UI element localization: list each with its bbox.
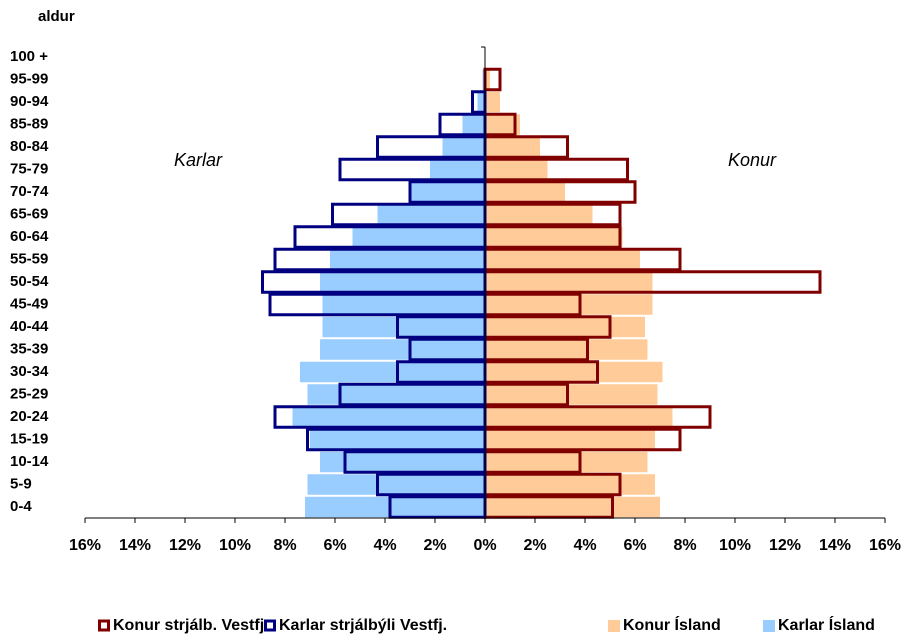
bar [485,294,653,315]
bar [485,204,593,225]
y-tick-label: 55-59 [10,250,48,267]
bar [320,339,485,360]
bar [462,114,485,135]
bar [320,451,485,473]
bar [330,249,485,270]
legend-label: Karlar Ísland [778,615,875,634]
bar [485,91,500,113]
y-tick-label: 15-19 [10,430,48,447]
bar [485,181,565,203]
x-tick-label: 2% [523,537,546,554]
bar [352,226,485,248]
x-tick-label: 0% [473,537,496,554]
bar [305,496,485,518]
bar [430,159,485,180]
x-tick-label: 8% [273,537,296,554]
y-tick-label: 45-49 [10,295,48,312]
bar [485,316,645,338]
y-tick-label: 100 + [10,48,48,65]
annotation: Konur [728,150,777,170]
bar [477,91,485,113]
bar [485,136,540,158]
bar [485,474,655,495]
legend-swatch [608,620,620,632]
y-tick-label: 35-39 [10,340,48,357]
y-tick-label: 0-4 [10,498,32,515]
x-tick-label: 14% [119,537,151,554]
bar [442,136,485,158]
legend-label: Konur Ísland [623,615,721,634]
bar [485,361,663,383]
y-tick-label: 20-24 [10,408,49,425]
x-tick-label: 8% [673,537,696,554]
bar [485,226,623,248]
bar [320,271,485,293]
x-tick-label: 6% [623,537,646,554]
bar [485,496,660,518]
x-tick-label: 2% [423,537,446,554]
y-tick-label: 95-99 [10,70,48,87]
y-tick-label: 30-34 [10,363,49,380]
bar [485,69,490,90]
legend-swatch [98,619,110,632]
bar [485,339,648,360]
bar [307,384,485,405]
bar [377,204,485,225]
y-tick-label: 90-94 [10,93,49,110]
bar [485,249,640,270]
x-tick-label: 14% [819,537,851,554]
bar [307,474,485,495]
x-tick-label: 16% [69,537,101,554]
x-tick-label: 16% [869,537,901,554]
bar [292,406,485,428]
y-tick-label: 65-69 [10,205,48,222]
bar [485,159,548,180]
bar [485,406,673,428]
legend-label: Konur strjálb. Vestfj. [113,617,269,634]
x-tick-label: 12% [769,537,801,554]
legend-swatch [264,619,276,632]
y-tick-label: 60-64 [10,228,49,245]
x-tick-label: 10% [219,537,251,554]
bar [485,114,520,135]
annotation: Karlar [174,150,223,170]
legend-swatch [763,620,775,632]
legend-label: Karlar strjálbýli Vestfj. [279,617,447,634]
x-tick-label: 10% [719,537,751,554]
x-tick-label: 4% [373,537,396,554]
y-tick-label: 85-89 [10,115,48,132]
bar [485,451,648,473]
y-tick-label: 25-29 [10,385,48,402]
bar [485,429,655,450]
axis-label: aldur [38,8,75,25]
bar [410,181,485,203]
y-tick-label: 5-9 [10,475,32,492]
bar [322,316,485,338]
bar [485,384,658,405]
bar [322,294,485,315]
y-tick-label: 40-44 [10,318,49,335]
y-tick-label: 70-74 [10,183,49,200]
x-tick-label: 6% [323,537,346,554]
y-tick-label: 10-14 [10,453,49,470]
bar [485,271,653,293]
y-tick-label: 80-84 [10,138,49,155]
bar [310,429,485,450]
x-tick-label: 12% [169,537,201,554]
bar [300,361,485,383]
x-tick-label: 4% [573,537,596,554]
y-tick-label: 75-79 [10,160,48,177]
y-tick-label: 50-54 [10,273,49,290]
